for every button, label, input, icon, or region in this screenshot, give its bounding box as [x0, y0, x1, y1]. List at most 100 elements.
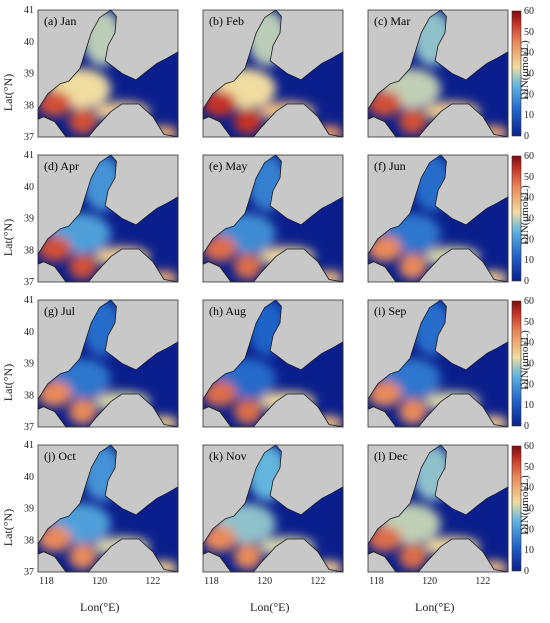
map-panel-12: (l) Dec 118 120 122: [367, 444, 509, 587]
colorbar-row4: 0 10 20 30 40 50 60: [511, 441, 534, 577]
lon-tick-label: 118: [369, 576, 384, 587]
colorbar-title-row1: DIN(μmol/L): [518, 40, 531, 100]
colorbar-tick-label: 50: [524, 27, 534, 38]
colorbar-gradient: [511, 300, 522, 427]
colorbar-title-row4: DIN(μmol/L): [518, 475, 531, 535]
colorbar-tick-label: 10: [524, 255, 534, 266]
panel-label: (b) Feb: [209, 14, 244, 28]
coastline: [367, 444, 509, 573]
colorbar-tick-label: 60: [524, 6, 534, 17]
colorbar-gradient: [511, 155, 522, 282]
panel-frame: [37, 154, 179, 283]
coastline: [37, 299, 179, 428]
map-panel-4: (d) Apr 37 38 39 40 41: [24, 150, 179, 288]
lat-tick-label: 37: [24, 422, 34, 433]
y-axis-label-row2: Lat(°N): [1, 218, 16, 257]
lat-tick-label: 40: [24, 37, 34, 48]
x-axis-label-col1: Lon(°E): [80, 600, 120, 614]
colorbar-tick-label: 0: [524, 276, 529, 287]
x-axis-label-col3: Lon(°E): [415, 600, 455, 614]
colorbar-tick-label: 20: [524, 89, 534, 100]
colorbar-tick-label: 40: [524, 193, 534, 204]
map-panel-2: (b) Feb: [202, 9, 344, 138]
colorbar-tick-label: 10: [524, 545, 534, 556]
colorbar-tick-label: 10: [524, 400, 534, 411]
colorbar-tick-label: 0: [524, 566, 529, 577]
colorbar-tick-label: 30: [524, 504, 534, 515]
panel-label: (e) May: [209, 159, 247, 173]
lat-tick-label: 38: [24, 535, 34, 546]
map-panel-5: (e) May: [202, 154, 344, 283]
panel-label: (j) Oct: [44, 449, 76, 463]
lat-tick-label: 38: [24, 100, 34, 111]
lat-tick-label: 41: [24, 150, 34, 161]
lat-tick-label: 40: [24, 327, 34, 338]
lon-tick-label: 118: [39, 576, 54, 587]
lat-tick-label: 41: [24, 5, 34, 16]
coastline: [202, 299, 344, 428]
colorbar-tick-label: 40: [524, 338, 534, 349]
lon-tick-label: 122: [310, 576, 325, 587]
colorbar-tick-label: 60: [524, 296, 534, 307]
panel-frame: [367, 299, 509, 428]
colorbar-tick-label: 50: [524, 317, 534, 328]
colorbar-tick-label: 30: [524, 69, 534, 80]
panel-label: (i) Sep: [374, 304, 406, 318]
lon-tick-label: 122: [145, 576, 160, 587]
lat-tick-label: 41: [24, 440, 34, 451]
panel-frame: [367, 154, 509, 283]
map-panel-8: (h) Aug: [202, 299, 344, 428]
colorbar-tick-label: 50: [524, 462, 534, 473]
coastline: [202, 444, 344, 573]
map-panel-7: (g) Jul 37 38 39 40 41: [24, 295, 179, 433]
coastline: [367, 9, 509, 138]
coastline: [367, 299, 509, 428]
lat-tick-label: 39: [24, 69, 34, 80]
panel-label: (d) Apr: [44, 159, 79, 173]
colorbar-tick-label: 40: [524, 48, 534, 59]
map-panel-10: (j) Oct 37 38 39 40 41 118 120 122: [24, 440, 179, 587]
map-panel-3: (c) Mar: [367, 9, 509, 138]
lon-tick-label: 120: [422, 576, 437, 587]
y-axis-label-row4: Lat(°N): [1, 508, 16, 547]
lat-tick-label: 37: [24, 567, 34, 578]
colorbar-tick-label: 20: [524, 524, 534, 535]
coastline: [202, 9, 344, 138]
panel-label: (l) Dec: [374, 449, 408, 463]
colorbar-tick-label: 60: [524, 441, 534, 452]
panel-label: (a) Jan: [44, 14, 76, 28]
lat-tick-label: 39: [24, 359, 34, 370]
colorbar-tick-label: 0: [524, 421, 529, 432]
map-panel-6: (f) Jun: [367, 154, 509, 283]
panel-frame: [202, 444, 344, 573]
y-axis-label-row1: Lat(°N): [1, 73, 16, 112]
coastline: [37, 9, 179, 138]
coastline: [37, 444, 179, 573]
lon-tick-label: 120: [92, 576, 107, 587]
map-panel-9: (i) Sep: [367, 299, 509, 428]
colorbar-tick-label: 0: [524, 131, 529, 142]
x-axis-label-col2: Lon(°E): [250, 600, 290, 614]
panel-label: (k) Nov: [209, 449, 247, 463]
map-panel-11: (k) Nov 118 120 122: [202, 444, 344, 587]
lat-tick-label: 37: [24, 132, 34, 143]
colorbar-tick-label: 50: [524, 172, 534, 183]
lat-tick-label: 41: [24, 295, 34, 306]
colorbar-tick-label: 20: [524, 234, 534, 245]
panel-frame: [37, 9, 179, 138]
panel-frame: [202, 299, 344, 428]
panel-label: (c) Mar: [374, 14, 410, 28]
lat-tick-label: 40: [24, 182, 34, 193]
panel-frame: [367, 444, 509, 573]
panel-frame: [367, 9, 509, 138]
colorbar-tick-label: 30: [524, 359, 534, 370]
colorbar-row3: 0 10 20 30 40 50 60: [511, 296, 534, 432]
coastline: [367, 154, 509, 283]
colorbar-tick-label: 30: [524, 214, 534, 225]
coastline: [202, 154, 344, 283]
colorbar-row1: 0 10 20 30 40 50 60: [511, 6, 534, 142]
y-axis-label-row3: Lat(°N): [1, 363, 16, 402]
colorbar-title-row3: DIN(μmol/L): [518, 330, 531, 390]
colorbar-tick-label: 10: [524, 110, 534, 121]
